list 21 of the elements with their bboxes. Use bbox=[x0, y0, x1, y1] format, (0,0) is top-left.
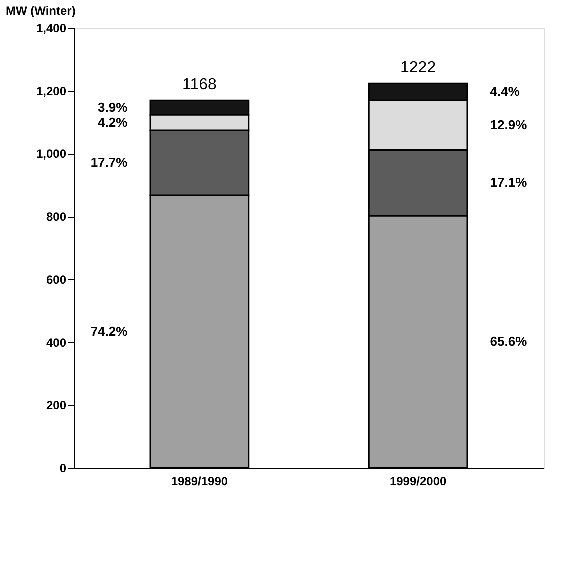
y-tick-label: 800 bbox=[46, 210, 67, 224]
annotation: 4.4% bbox=[490, 84, 520, 100]
annotation: 17.1% bbox=[490, 175, 528, 190]
y-tick-label: 200 bbox=[46, 398, 67, 413]
total-label: 1222 bbox=[400, 60, 436, 77]
annotation: 4.2% bbox=[98, 114, 128, 130]
x-tick-label: 1989/1990 bbox=[171, 474, 228, 488]
y-tick-label: 1,400 bbox=[36, 22, 67, 36]
y-tick-label: 400 bbox=[46, 336, 67, 350]
y-tick-label: 1,000 bbox=[36, 147, 67, 162]
y-axis-title: MW (Winter) bbox=[6, 4, 76, 18]
annotation: 12.9% bbox=[490, 117, 528, 132]
total-label: 1168 bbox=[182, 76, 217, 94]
y-tick-label: 600 bbox=[46, 272, 67, 287]
annotation: 65.6% bbox=[490, 334, 528, 349]
x-tick-label: 1999/2000 bbox=[390, 474, 447, 488]
annotation: 17.7% bbox=[90, 154, 128, 170]
y-tick-label: 1,200 bbox=[36, 84, 67, 98]
annotation: 74.2% bbox=[90, 324, 128, 339]
annotation: 3.9% bbox=[98, 100, 128, 115]
y-tick-label: 0 bbox=[60, 462, 67, 476]
